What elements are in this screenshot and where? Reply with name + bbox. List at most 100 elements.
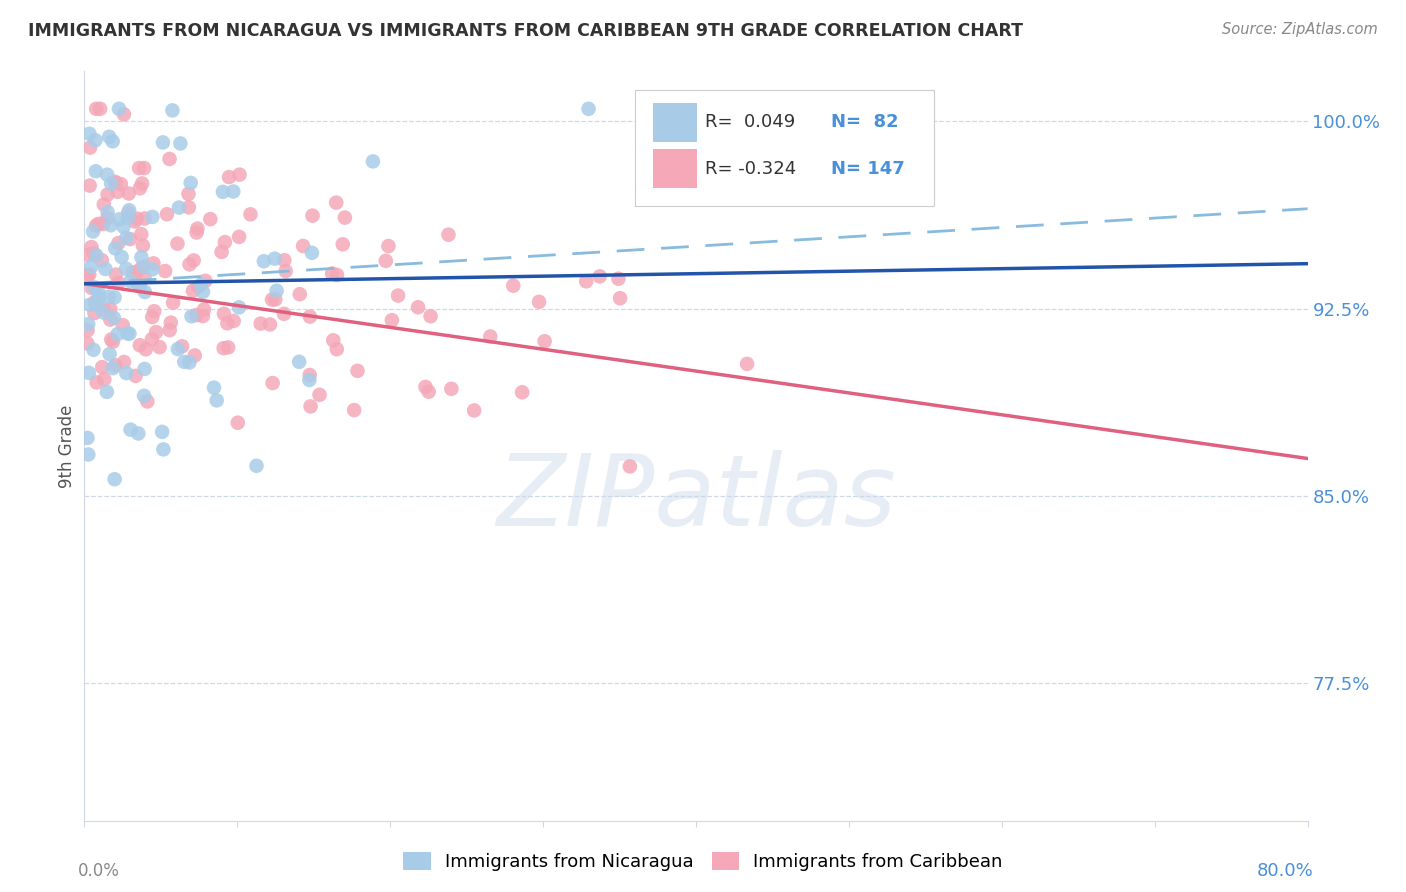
Point: [100, 219, 122, 233]
Point: [177, 186, 200, 201]
Point: [253, 254, 276, 268]
Point: [120, 274, 142, 288]
Point: [84, 133, 107, 147]
Point: [609, 291, 631, 305]
Point: [298, 373, 321, 387]
Point: [381, 313, 404, 327]
Point: [104, 359, 127, 373]
Point: [162, 103, 184, 118]
Point: [533, 334, 555, 349]
Point: [91, 217, 114, 231]
Point: [135, 343, 157, 357]
Point: [131, 250, 153, 264]
Point: [298, 368, 321, 382]
Point: [83, 295, 105, 310]
Point: [76, 336, 98, 351]
Point: [419, 309, 441, 323]
Point: [79, 178, 101, 193]
Point: [89, 290, 111, 304]
Point: [619, 459, 641, 474]
Point: [77, 448, 100, 462]
Point: [181, 284, 204, 298]
Point: [186, 308, 208, 322]
Point: [170, 339, 193, 353]
Point: [502, 278, 524, 293]
FancyBboxPatch shape: [654, 149, 697, 188]
Point: [141, 332, 163, 346]
Point: [156, 207, 179, 221]
Point: [98, 347, 121, 361]
Point: [249, 317, 271, 331]
Point: [97, 205, 120, 219]
Point: [86, 248, 108, 262]
Point: [142, 256, 165, 270]
Text: 80.0%: 80.0%: [1257, 862, 1313, 880]
Point: [239, 207, 262, 221]
Point: [735, 357, 758, 371]
Point: [80, 281, 103, 295]
Point: [288, 355, 311, 369]
Point: [93, 197, 115, 211]
Point: [125, 211, 148, 226]
Point: [266, 284, 288, 298]
Point: [124, 214, 146, 228]
Point: [132, 161, 155, 175]
Point: [205, 393, 228, 408]
Point: [332, 237, 354, 252]
Point: [228, 230, 250, 244]
Point: [77, 268, 100, 282]
Point: [578, 102, 600, 116]
Text: IMMIGRANTS FROM NICARAGUA VS IMMIGRANTS FROM CARIBBEAN 9TH GRADE CORRELATION CHA: IMMIGRANTS FROM NICARAGUA VS IMMIGRANTS …: [28, 22, 1024, 40]
Point: [82, 225, 104, 239]
Point: [143, 304, 166, 318]
Point: [101, 134, 124, 148]
Point: [166, 342, 188, 356]
Point: [84, 164, 107, 178]
Point: [86, 298, 108, 312]
Point: [112, 107, 135, 121]
Point: [112, 219, 135, 234]
Point: [150, 425, 173, 439]
Point: [107, 327, 129, 342]
Point: [96, 211, 118, 225]
Point: [107, 185, 129, 199]
Point: [180, 310, 202, 324]
Text: R= -0.324: R= -0.324: [704, 160, 796, 178]
Point: [292, 239, 315, 253]
Point: [127, 426, 149, 441]
Point: [262, 376, 284, 390]
Point: [76, 431, 98, 445]
Point: [191, 309, 214, 323]
Text: N=  82: N= 82: [831, 113, 898, 131]
Point: [103, 310, 125, 325]
Point: [100, 333, 122, 347]
Point: [115, 366, 138, 380]
Point: [89, 102, 111, 116]
Point: [128, 338, 150, 352]
Point: [179, 257, 201, 271]
Point: [134, 285, 156, 299]
Point: [418, 384, 440, 399]
Point: [333, 211, 356, 225]
Point: [589, 269, 612, 284]
Point: [463, 403, 485, 417]
Point: [131, 227, 153, 242]
Point: [118, 203, 141, 218]
Point: [346, 364, 368, 378]
Point: [84, 280, 107, 294]
Point: [179, 355, 201, 369]
Point: [118, 186, 141, 201]
Point: [200, 212, 222, 227]
Point: [212, 341, 235, 355]
Text: N= 147: N= 147: [831, 160, 904, 178]
Point: [264, 293, 287, 307]
Point: [301, 245, 323, 260]
Point: [104, 268, 127, 282]
Point: [374, 253, 396, 268]
Point: [212, 185, 235, 199]
Point: [132, 389, 155, 403]
Point: [222, 314, 245, 328]
Point: [440, 382, 463, 396]
Point: [415, 380, 437, 394]
Point: [153, 264, 176, 278]
